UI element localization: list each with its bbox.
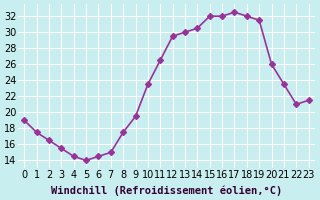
X-axis label: Windchill (Refroidissement éolien,°C): Windchill (Refroidissement éolien,°C) <box>51 185 282 196</box>
